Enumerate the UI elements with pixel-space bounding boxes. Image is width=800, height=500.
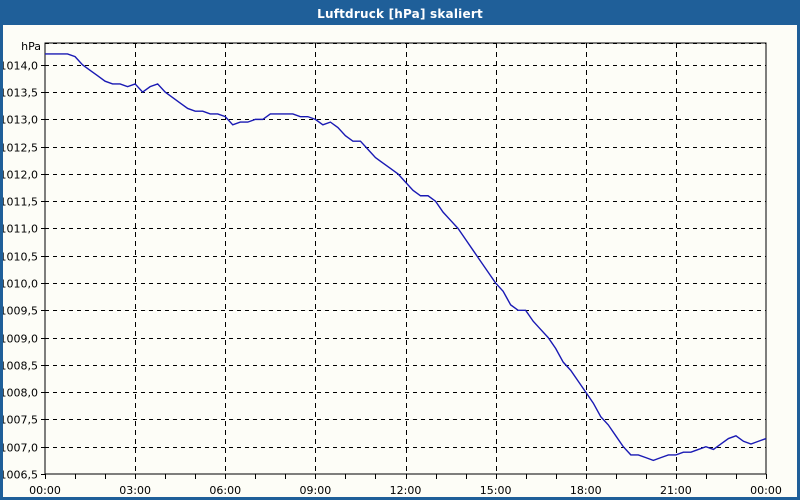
pressure-series-line: [45, 53, 767, 462]
x-axis-labels: 00:0010.04.1503:0010.04.1506:0010.04.150…: [29, 484, 782, 497]
y-tick-label: 1011,5: [3, 196, 38, 209]
y-tick-label: 1013,5: [3, 87, 38, 100]
x-tick-label-time: 15:00: [480, 484, 512, 497]
x-tick-label-time: 00:00: [750, 484, 782, 497]
horizontal-gridlines: [45, 43, 766, 448]
chart-canvas: 1014,0 1013,5 1013,0 1012,5 1012,0 1011,5 1011…: [3, 25, 797, 497]
y-tick-label: 1010,0: [3, 278, 38, 291]
y-tick-label: 1014,0: [3, 60, 38, 73]
y-tick-label: 1012,5: [3, 142, 38, 155]
page-title: Luftdruck [hPa] skaliert: [317, 7, 483, 21]
y-tick-label: 1011,0: [3, 223, 38, 236]
chart-svg: 1014,0 1013,5 1013,0 1012,5 1012,0 1011,5 1011…: [3, 40, 782, 497]
y-tick-label: 1007,0: [3, 442, 38, 455]
y-tick-label: 1007,5: [3, 414, 38, 427]
y-tick-label: 1009,0: [3, 333, 38, 346]
x-tick-label-time: 03:00: [119, 484, 151, 497]
y-tick-label: 1009,5: [3, 305, 38, 318]
x-tick-label-time: 21:00: [660, 484, 692, 497]
y-tick-label: 1013,0: [3, 114, 38, 127]
y-tick-label: 1008,0: [3, 387, 38, 400]
x-tick-label-time: 09:00: [300, 484, 332, 497]
x-tick-label-time: 18:00: [570, 484, 602, 497]
y-axis-ticks: [41, 65, 45, 475]
plot-frame: [44, 42, 767, 475]
y-tick-label: 1012,0: [3, 169, 38, 182]
y-axis-unit-label: hPa: [21, 40, 41, 53]
plot-background: [45, 43, 766, 474]
window-titlebar: Luftdruck [hPa] skaliert: [3, 3, 797, 25]
y-tick-label: 1010,5: [3, 251, 38, 264]
x-axis-ticks: [45, 474, 767, 479]
y-tick-label: 1006,5: [3, 469, 38, 482]
x-tick-label-time: 12:00: [390, 484, 422, 497]
y-axis-labels: 1014,0 1013,5 1013,0 1012,5 1012,0 1011,5 1011…: [3, 60, 38, 482]
x-tick-label-time: 06:00: [209, 484, 241, 497]
y-tick-label: 1008,5: [3, 360, 38, 373]
x-tick-label-time: 00:00: [29, 484, 61, 497]
